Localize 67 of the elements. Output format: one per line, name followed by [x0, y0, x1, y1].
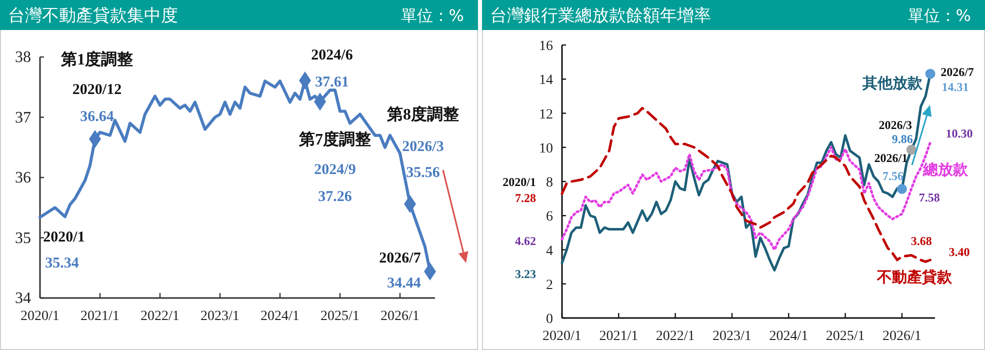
x-tick-label: 2020/1	[542, 329, 582, 344]
x-tick-label: 2021/1	[599, 329, 638, 344]
y-tick-label: 38	[15, 49, 31, 66]
y-tick-label: 16	[539, 39, 553, 54]
y-tick-label: 6	[546, 210, 553, 225]
x-tick-label: 2025/1	[320, 309, 360, 324]
y-tick-label: 35	[15, 230, 31, 247]
x-tick-label: 2026/1	[882, 329, 922, 344]
annotation: 14.31	[942, 80, 969, 94]
annotation: 9.86	[892, 132, 913, 146]
x-tick-label: 2024/1	[260, 309, 300, 324]
annotation: 2026/3	[402, 139, 444, 155]
x-tick-label: 2022/1	[140, 309, 180, 324]
annotation: 35.34	[45, 255, 80, 272]
annotation: 2026/3	[878, 118, 912, 132]
annotation: 2020/1	[502, 174, 536, 189]
x-tick-label: 2023/1	[712, 329, 752, 344]
series-label: 不動產貸款	[876, 268, 953, 286]
y-tick-label: 37	[15, 109, 31, 126]
annotation: 7.28	[515, 190, 536, 205]
series-label: 其他放款	[861, 74, 924, 92]
chart-subtitle: 單位：%	[908, 6, 971, 25]
annotation: 2024/9	[314, 162, 356, 178]
y-tick-label: 12	[539, 107, 553, 122]
annotation: 7.58	[918, 190, 940, 205]
y-tick-label: 8	[546, 176, 553, 190]
y-tick-label: 36	[15, 170, 31, 186]
chart-title: 台灣銀行業總放款餘額年增率	[490, 6, 711, 26]
annotation: 第8度調整	[386, 104, 459, 124]
chart-title: 台灣不動產貸款集中度	[8, 6, 178, 26]
annotation: 34.44	[387, 275, 422, 292]
annotation: 36.64	[80, 108, 114, 125]
annotation: 2020/12	[72, 82, 122, 98]
x-tick-label: 2024/1	[769, 329, 808, 344]
y-tick-label: 2	[546, 278, 553, 293]
annotation: 4.62	[515, 234, 536, 248]
y-tick-label: 14	[539, 73, 553, 88]
x-tick-label: 2026/1	[380, 309, 420, 324]
annotation: 3.68	[910, 234, 932, 248]
annotation: 10.30	[946, 126, 973, 140]
series-label: 總放款	[922, 161, 969, 178]
annotation: 2020/1	[43, 229, 85, 246]
point	[925, 68, 936, 79]
annotation: 2026/1	[874, 151, 908, 166]
y-tick-label: 34	[15, 290, 31, 307]
y-tick-label: 10	[539, 141, 553, 156]
annotation: 3.40	[948, 244, 970, 259]
y-tick-label: 0	[546, 312, 553, 327]
annotation: 第7度調整	[298, 130, 371, 148]
chart-subtitle: 單位：%	[400, 6, 464, 25]
annotation: 2024/6	[311, 48, 354, 64]
point	[896, 184, 907, 194]
point	[906, 144, 916, 155]
annotation: 35.56	[406, 165, 440, 182]
annotation: 7.56	[882, 169, 904, 184]
annotation: 2026/7	[940, 64, 974, 79]
x-tick-label: 2020/1	[20, 309, 60, 324]
annotation: 第1度調整	[60, 50, 133, 68]
y-tick-label: 4	[546, 244, 553, 259]
x-tick-label: 2025/1	[826, 329, 865, 344]
annotation: 37.61	[315, 74, 349, 90]
x-tick-label: 2021/1	[80, 309, 120, 324]
x-tick-label: 2022/1	[656, 329, 695, 344]
annotation: 2026/7	[379, 250, 422, 266]
annotation: 3.23	[515, 266, 536, 281]
x-tick-label: 2023/1	[200, 309, 240, 324]
annotation: 37.26	[318, 189, 352, 205]
